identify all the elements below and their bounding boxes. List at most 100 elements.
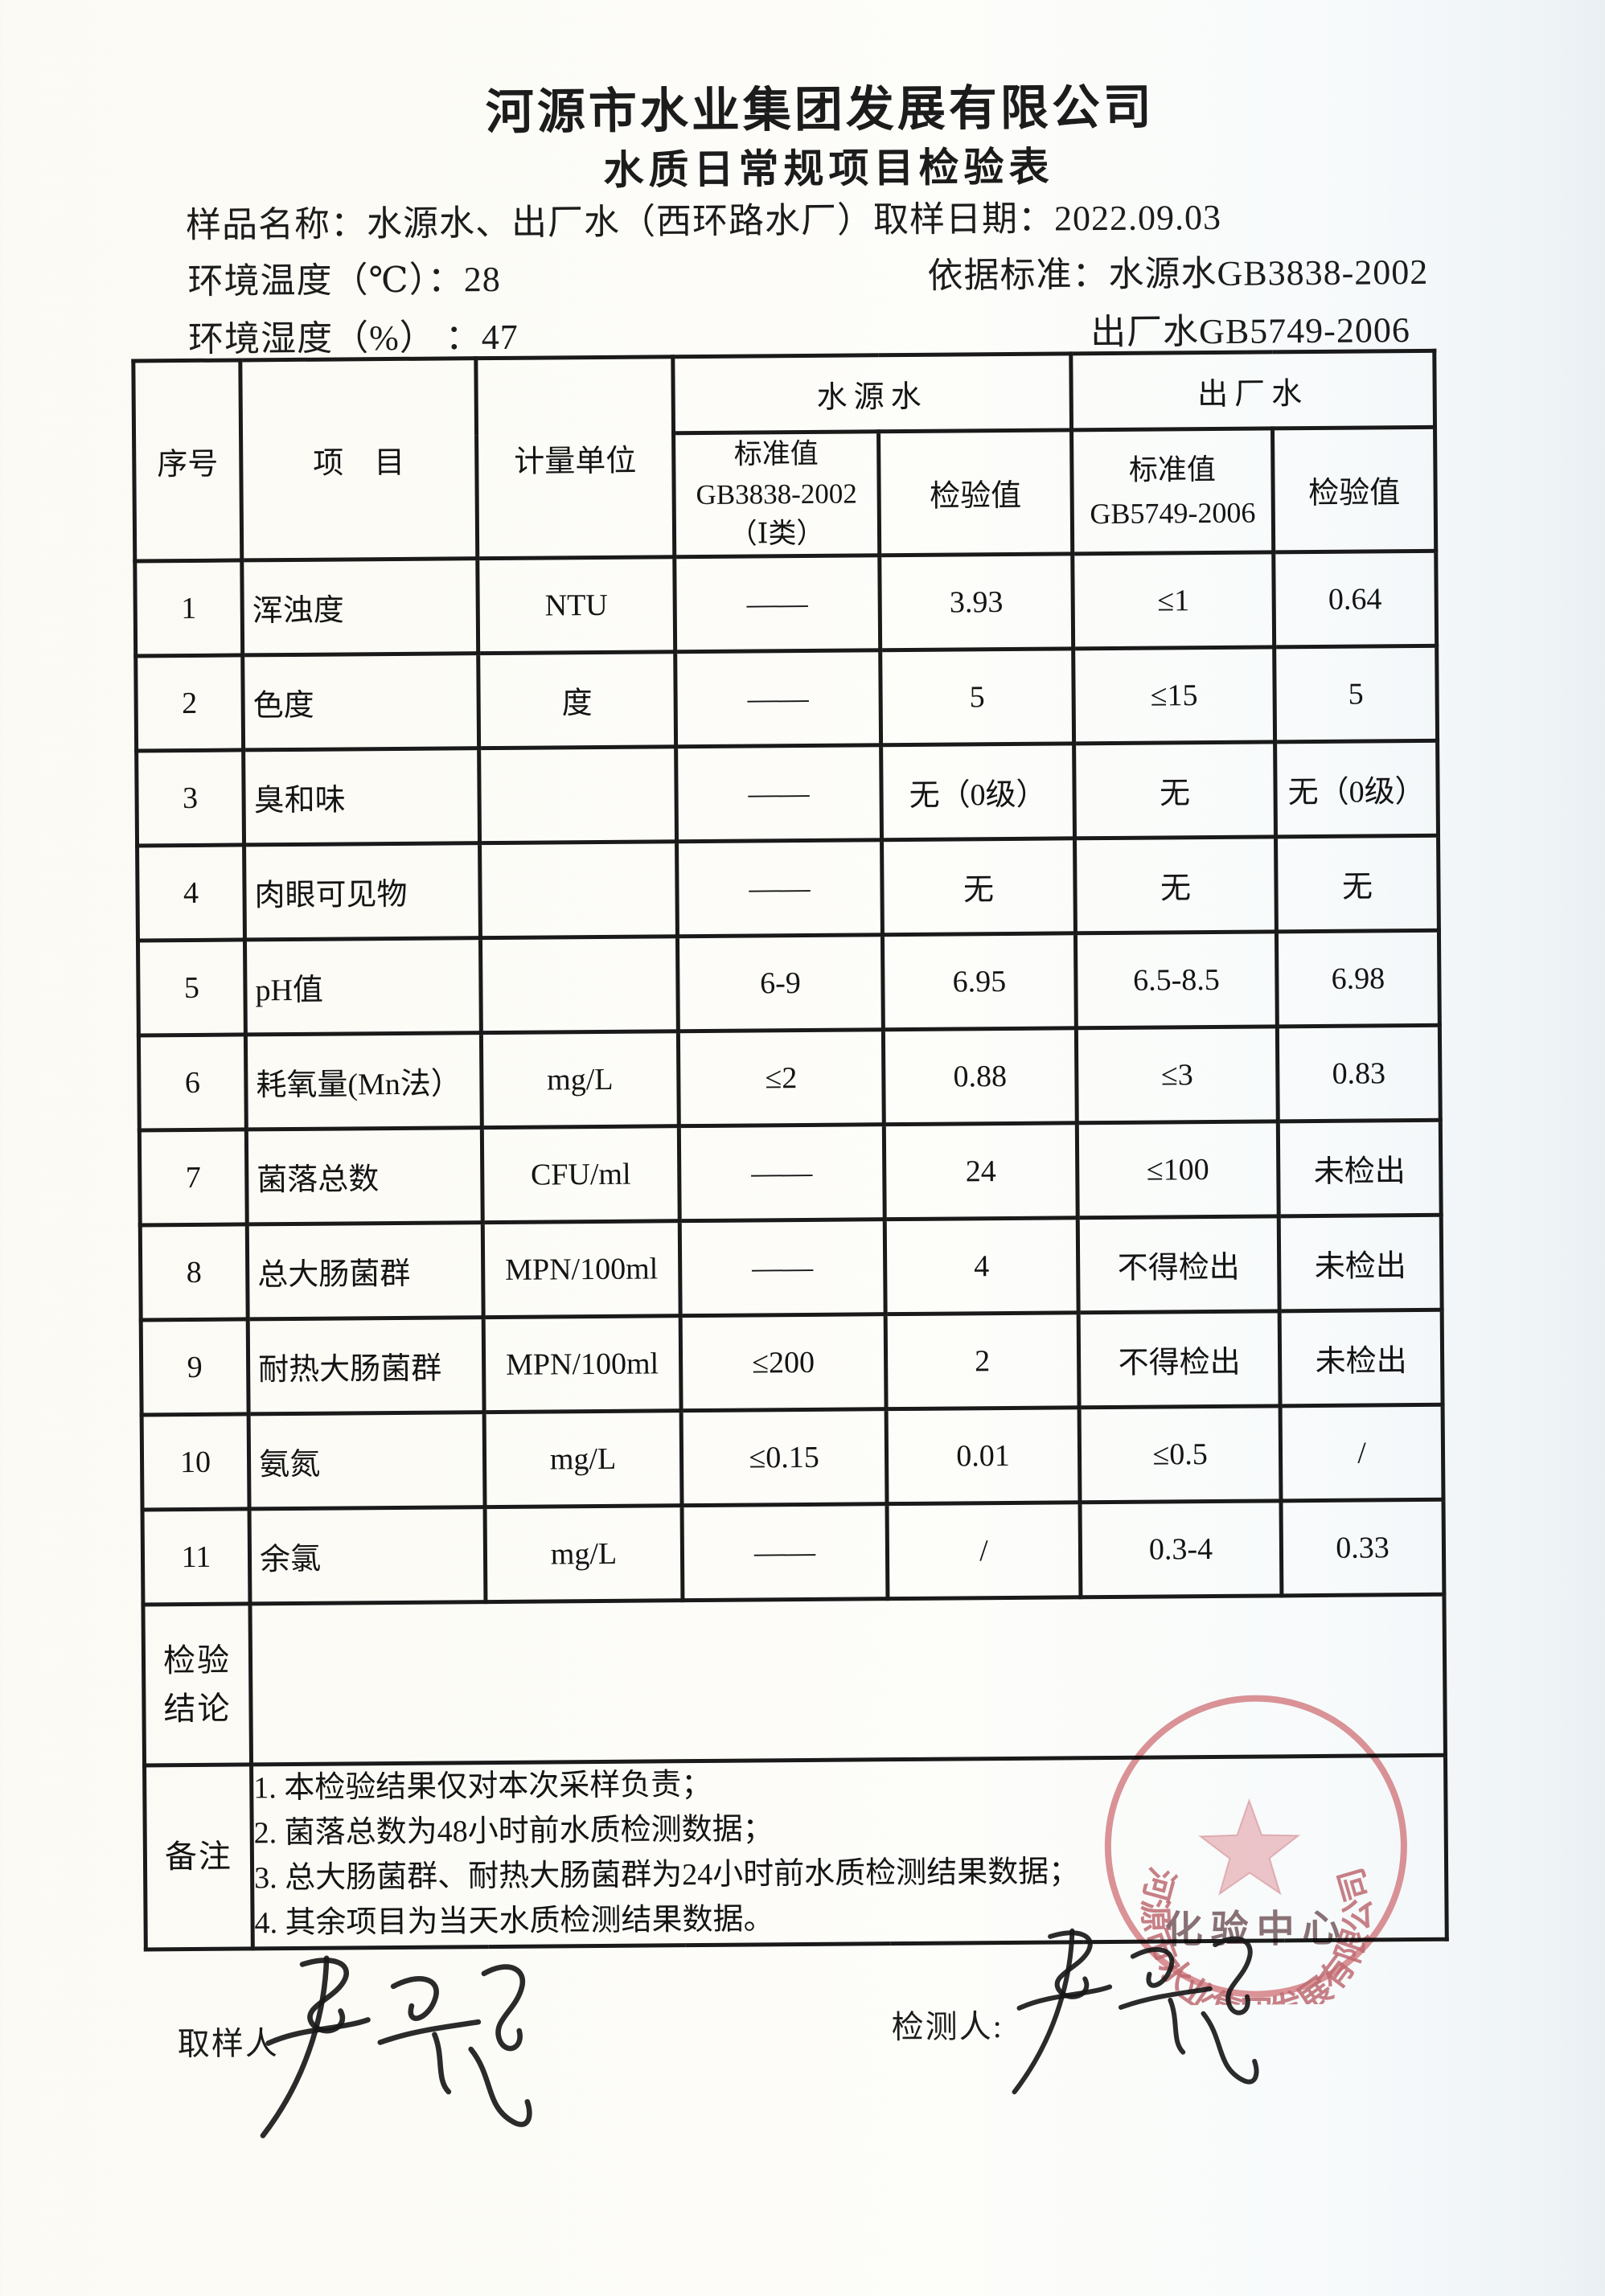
- row-source-value: 4: [885, 1217, 1079, 1314]
- env-humidity: 环境湿度（%） ：47: [188, 308, 519, 362]
- row-unit: [480, 936, 679, 1033]
- row-item: pH值: [244, 937, 482, 1035]
- basis-standard-source: 依据标准：水源水GB3838-2002: [927, 243, 1428, 298]
- row-tap-standard: 不得检出: [1078, 1216, 1280, 1313]
- basis-standard-source-value: 水源水GB3838-2002: [1108, 252, 1429, 294]
- source-standard-line2: GB3838-2002: [696, 478, 857, 510]
- col-header-tap-check: 检验值: [1272, 427, 1436, 552]
- row-item: 余氯: [249, 1507, 486, 1604]
- conclusion-label: 检验 结论: [142, 1603, 252, 1766]
- row-source-standard: ≤200: [680, 1314, 887, 1411]
- sampler-label: 取样人: [177, 2025, 279, 2063]
- basis-standard-tap: 出厂水GB5749-2006: [1090, 310, 1411, 353]
- row-source-standard: ≤2: [678, 1029, 885, 1126]
- row-tap-standard: ≤15: [1073, 646, 1275, 744]
- row-tap-standard: ≤3: [1076, 1026, 1279, 1123]
- row-unit: MPN/100ml: [482, 1220, 681, 1318]
- row-tap-value: 0.33: [1281, 1499, 1444, 1596]
- conclusion-label-line2: 结论: [163, 1690, 232, 1727]
- row-item: 浑浊度: [241, 558, 478, 656]
- basis-standard-label: 依据标准：: [927, 254, 1109, 296]
- table-row: 4 肉眼可见物 —— 无 无 无: [137, 835, 1439, 941]
- source-standard-line1: 标准值: [733, 437, 819, 470]
- row-tap-standard: ≤1: [1072, 551, 1275, 649]
- tester-signature: [1012, 1928, 1259, 2095]
- row-source-standard: ——: [675, 744, 882, 842]
- col-header-seq: 序号: [133, 359, 242, 562]
- col-header-tap-standard: 标准值 GB5749-2006: [1071, 428, 1274, 554]
- row-tap-value: 无: [1275, 835, 1439, 932]
- row-tap-standard: ≤100: [1077, 1121, 1279, 1218]
- remarks-label: 备注: [144, 1764, 253, 1950]
- row-unit: mg/L: [481, 1031, 679, 1128]
- row-tap-value: 未检出: [1279, 1310, 1443, 1406]
- company-name: 河源市水业集团发展有限公司: [485, 80, 1156, 140]
- col-header-source-check: 检验值: [878, 429, 1073, 556]
- sample-name-label: 样品名称：: [185, 204, 367, 245]
- row-seq: 7: [139, 1129, 248, 1226]
- row-tap-standard: 不得检出: [1078, 1310, 1281, 1408]
- row-source-value: 3.93: [879, 553, 1073, 650]
- group-header-tap-water: 出厂水: [1070, 351, 1435, 430]
- col-header-item: 项 目: [240, 358, 478, 561]
- row-seq: 10: [142, 1413, 250, 1511]
- table-row: 3 臭和味 —— 无（0级） 无 无（0级）: [136, 740, 1439, 847]
- row-tap-standard: ≤0.5: [1079, 1405, 1282, 1503]
- row-seq: 9: [141, 1318, 249, 1416]
- company-seal: 河源市水业集团发展有限公司 化验中心: [1104, 1695, 1407, 2006]
- table-row: 5 pH值 6-9 6.95 6.5-8.5 6.98: [138, 930, 1440, 1036]
- row-source-value: 6.95: [882, 933, 1077, 1030]
- row-seq: 4: [137, 845, 245, 941]
- tap-standard-line2: GB5749-2006: [1090, 496, 1256, 530]
- env-temperature-label: 环境温度（℃）：: [187, 260, 464, 301]
- seal-center-text: 化验中心: [1164, 1909, 1348, 1952]
- table-row: 10 氨氮 mg/L ≤0.15 0.01 ≤0.5 /: [142, 1404, 1444, 1511]
- row-seq: 3: [136, 750, 244, 847]
- row-seq: 8: [140, 1224, 248, 1321]
- row-tap-standard: 6.5-8.5: [1075, 931, 1278, 1028]
- row-unit: MPN/100ml: [483, 1315, 682, 1412]
- row-source-standard: ——: [676, 839, 883, 937]
- env-humidity-value: 47: [481, 317, 519, 358]
- row-tap-value: 未检出: [1278, 1120, 1442, 1216]
- row-item: 臭和味: [243, 748, 480, 846]
- form-title: 水质日常规项目检验表: [603, 144, 1054, 193]
- row-unit: [479, 841, 678, 938]
- row-tap-value: 0.83: [1277, 1025, 1441, 1121]
- table-row: 1 浑浊度 NTU —— 3.93 ≤1 0.64: [134, 551, 1437, 657]
- row-source-standard: 6-9: [677, 934, 884, 1031]
- row-seq: 2: [135, 655, 244, 752]
- row-tap-value: 未检出: [1279, 1215, 1443, 1311]
- row-item: 菌落总数: [246, 1127, 483, 1224]
- row-source-value: 0.88: [883, 1027, 1078, 1125]
- row-unit: mg/L: [485, 1505, 683, 1602]
- row-tap-value: 0.64: [1273, 551, 1437, 647]
- row-source-standard: ——: [675, 650, 881, 747]
- row-source-value: 0.01: [886, 1407, 1081, 1504]
- row-tap-value: 无（0级）: [1275, 740, 1439, 837]
- row-tap-standard: 无: [1073, 741, 1276, 838]
- row-tap-standard: 无: [1074, 836, 1277, 933]
- row-seq: 6: [138, 1034, 247, 1131]
- table-row: 11 余氯 mg/L —— / 0.3-4 0.33: [142, 1499, 1444, 1605]
- row-tap-value: /: [1280, 1404, 1444, 1501]
- env-temperature: 环境温度（℃）：28: [187, 250, 501, 304]
- table-row: 7 菌落总数 CFU/ml —— 24 ≤100 未检出: [139, 1120, 1442, 1226]
- table-row: 2 色度 度 —— 5 ≤15 5: [135, 646, 1438, 752]
- sampling-date-value: 2022.09.03: [1053, 197, 1222, 239]
- row-seq: 1: [134, 560, 243, 657]
- row-source-value: 2: [885, 1312, 1080, 1409]
- env-humidity-label: 环境湿度（%） ：: [187, 318, 482, 359]
- row-item: 耗氧量(Mn法）: [245, 1032, 482, 1130]
- row-seq: 11: [142, 1508, 250, 1605]
- row-source-standard: ——: [682, 1503, 888, 1601]
- row-source-value: 无: [881, 838, 1076, 935]
- seal-star-icon: [1198, 1798, 1301, 1896]
- row-source-standard: ——: [674, 555, 880, 652]
- tester-label: 检测人:: [891, 2008, 1004, 2046]
- row-unit: mg/L: [484, 1410, 683, 1507]
- row-item: 色度: [242, 653, 479, 751]
- row-source-standard: ——: [679, 1124, 885, 1221]
- row-source-value: 24: [884, 1122, 1078, 1220]
- table-row: 9 耐热大肠菌群 MPN/100ml ≤200 2 不得检出 未检出: [141, 1310, 1443, 1416]
